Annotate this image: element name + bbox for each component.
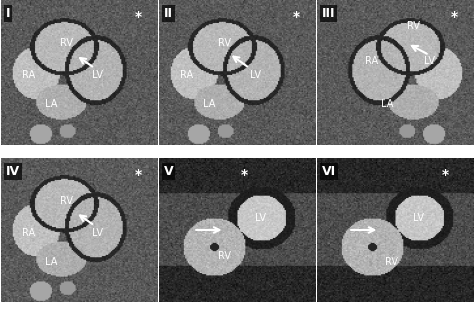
Text: RA: RA [365, 56, 378, 66]
Text: End systole: End systole [49, 304, 109, 314]
Text: RV: RV [60, 196, 73, 206]
Text: II: II [164, 7, 173, 20]
Text: *: * [135, 10, 142, 24]
Text: *: * [241, 168, 248, 182]
Text: LA: LA [381, 99, 393, 109]
Text: LA: LA [45, 257, 57, 267]
Text: III: III [322, 7, 335, 20]
Text: LV: LV [92, 228, 103, 238]
Text: End Inspiration: End Inspiration [198, 304, 276, 314]
Text: RA: RA [22, 70, 36, 80]
Text: RV: RV [218, 38, 231, 49]
Text: End Expiration: End Expiration [357, 304, 433, 314]
Text: LV: LV [92, 70, 103, 80]
Text: Early diastole: Early diastole [44, 146, 114, 156]
Text: *: * [441, 168, 448, 182]
Text: V: V [164, 165, 173, 178]
Text: LV: LV [255, 213, 266, 223]
Text: IV: IV [6, 165, 20, 178]
Text: LV: LV [413, 213, 424, 223]
Text: RV: RV [218, 251, 231, 261]
Text: RA: RA [181, 70, 193, 80]
Text: LA: LA [45, 99, 57, 109]
Text: RA: RA [22, 228, 36, 238]
Text: LA: LA [203, 99, 215, 109]
Text: RV: RV [407, 21, 420, 31]
Text: RV: RV [385, 257, 398, 267]
Text: I: I [6, 7, 10, 20]
Text: Mid diastole: Mid diastole [206, 146, 268, 156]
Text: *: * [293, 10, 300, 24]
Text: *: * [451, 10, 458, 24]
Text: LV: LV [250, 70, 261, 80]
Text: LV: LV [424, 56, 435, 66]
Text: *: * [135, 168, 142, 182]
Text: End diastole: End diastole [363, 146, 427, 156]
Text: RV: RV [60, 38, 73, 49]
Text: VI: VI [322, 165, 336, 178]
